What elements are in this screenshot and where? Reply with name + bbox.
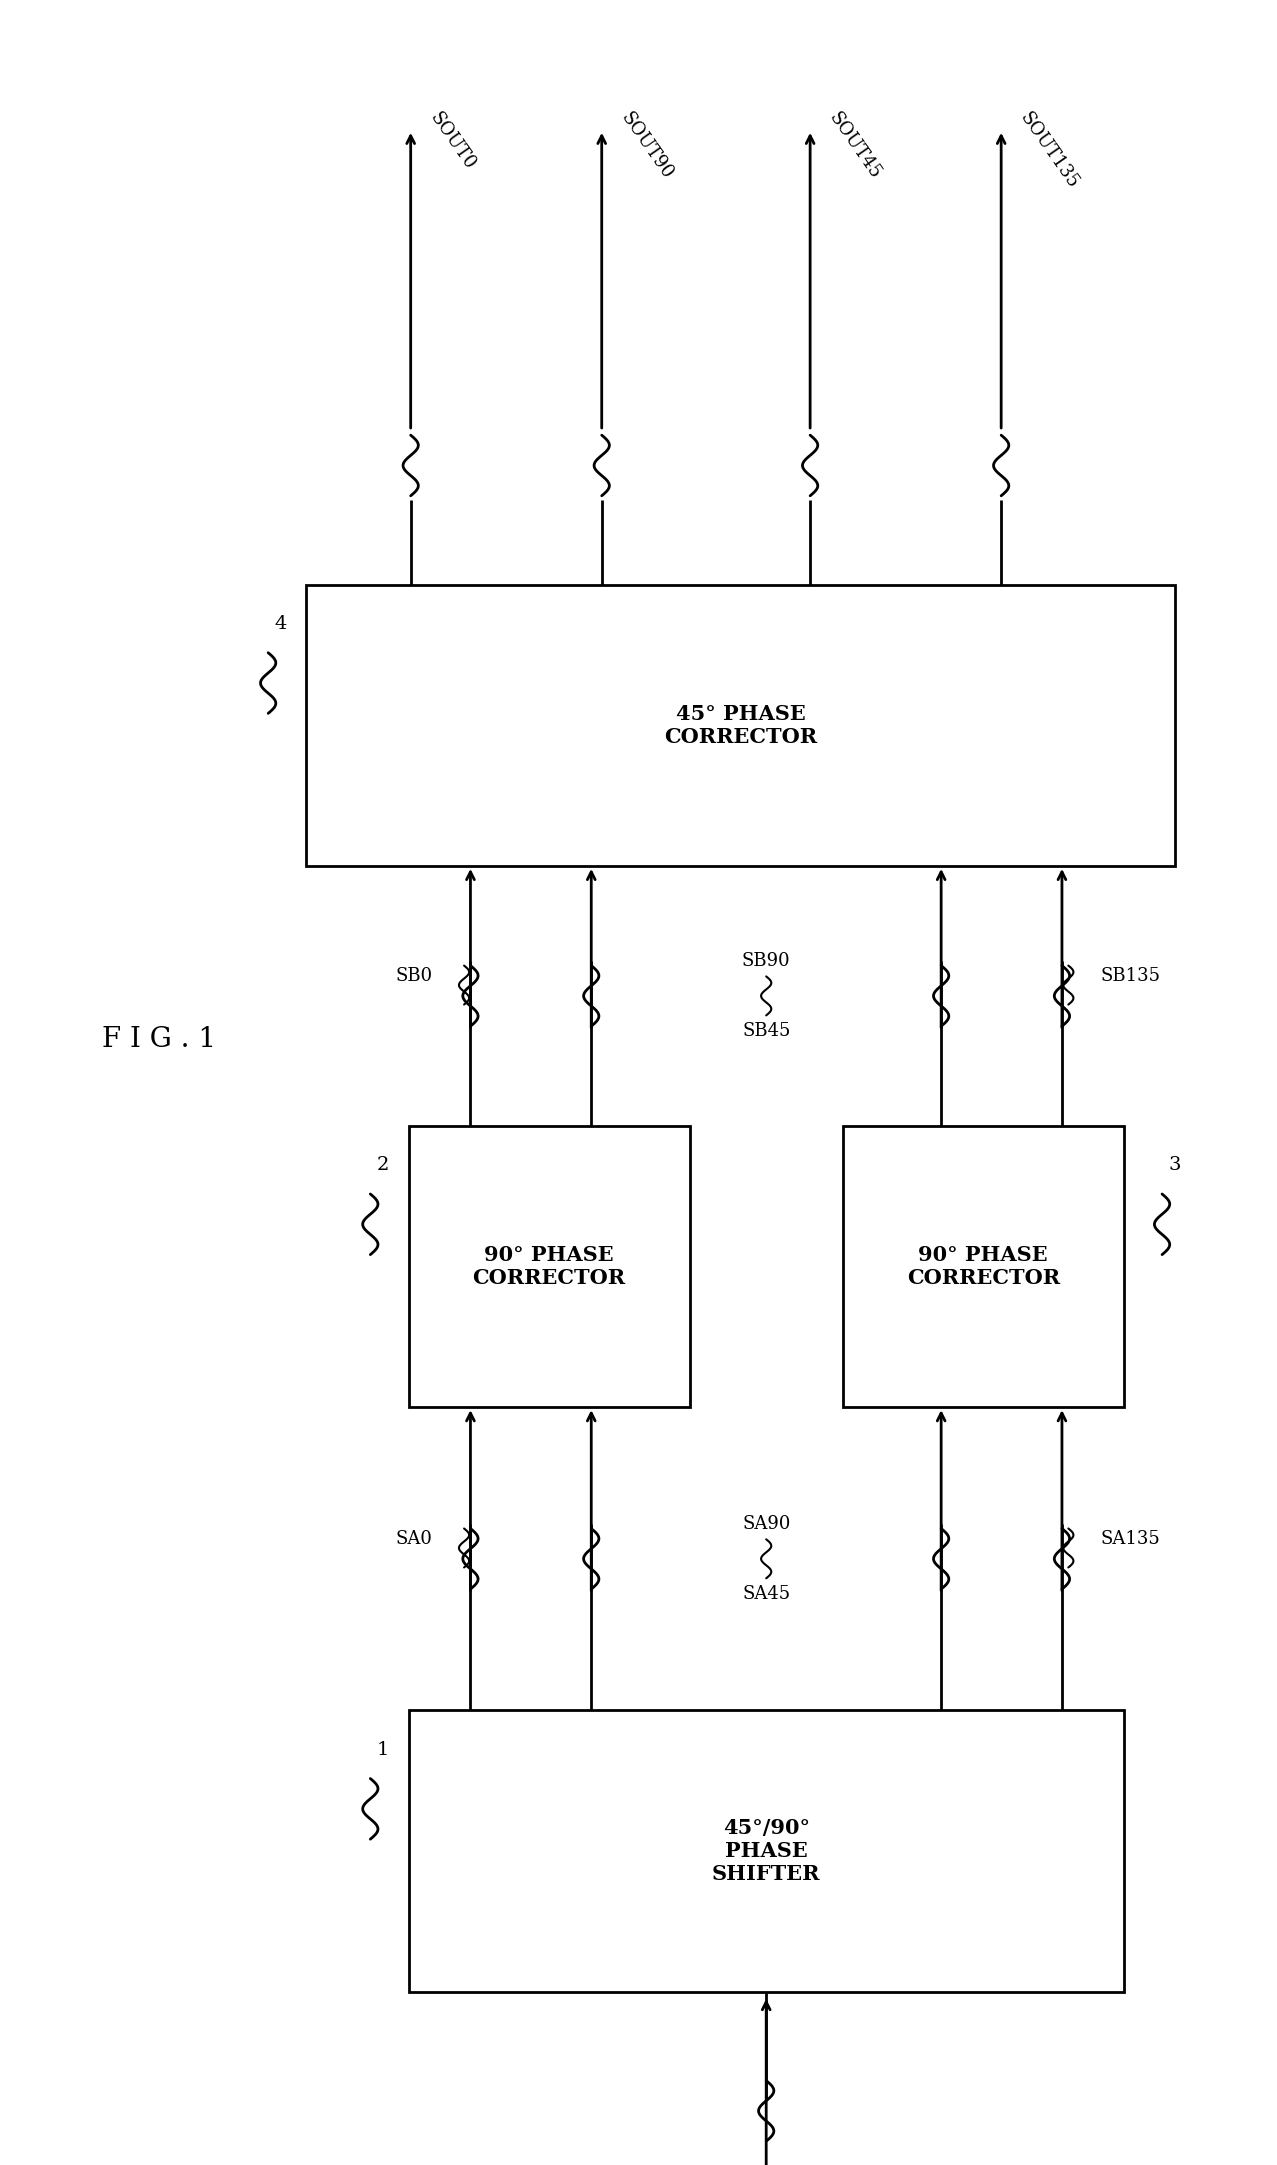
Bar <box>409 1126 690 1407</box>
Text: SB45: SB45 <box>742 1022 790 1039</box>
Bar <box>306 585 1175 866</box>
Text: SB135: SB135 <box>1101 968 1161 985</box>
Text: 1: 1 <box>377 1741 389 1758</box>
Text: SA45: SA45 <box>742 1585 790 1602</box>
Text: F I G . 1: F I G . 1 <box>102 1026 216 1052</box>
Text: SB90: SB90 <box>742 953 790 970</box>
Text: 4: 4 <box>275 615 287 632</box>
Text: 90° PHASE
CORRECTOR: 90° PHASE CORRECTOR <box>472 1245 626 1288</box>
Text: 45° PHASE
CORRECTOR: 45° PHASE CORRECTOR <box>664 704 817 747</box>
Text: SA0: SA0 <box>396 1531 432 1548</box>
Text: 90° PHASE
CORRECTOR: 90° PHASE CORRECTOR <box>907 1245 1060 1288</box>
Text: SA90: SA90 <box>742 1516 790 1533</box>
Text: 2: 2 <box>377 1156 389 1173</box>
Text: SOUT135: SOUT135 <box>1016 108 1082 193</box>
Text: SOUT45: SOUT45 <box>825 108 885 182</box>
Text: SOUT90: SOUT90 <box>617 108 676 182</box>
Text: SB0: SB0 <box>395 968 432 985</box>
Text: 3: 3 <box>1168 1156 1181 1173</box>
Bar <box>843 1126 1124 1407</box>
Bar <box>409 1710 1124 1992</box>
Text: SA135: SA135 <box>1101 1531 1160 1548</box>
Text: SOUT0: SOUT0 <box>427 108 479 173</box>
Text: 45°/90°
PHASE
SHIFTER: 45°/90° PHASE SHIFTER <box>713 1819 820 1884</box>
